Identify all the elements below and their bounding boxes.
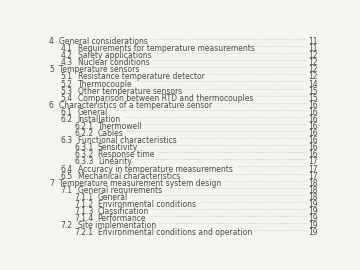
Text: 16: 16 <box>308 122 318 131</box>
Text: Thermocouple: Thermocouple <box>77 80 132 89</box>
Text: Cables: Cables <box>98 129 123 138</box>
Text: 18: 18 <box>308 193 318 202</box>
Text: 19: 19 <box>308 200 318 209</box>
Text: 16: 16 <box>308 101 318 110</box>
Text: 18: 18 <box>308 179 318 188</box>
Text: 7.2: 7.2 <box>60 221 72 230</box>
Text: 19: 19 <box>308 221 318 230</box>
Text: Response time: Response time <box>98 150 154 159</box>
Text: 17: 17 <box>308 157 318 166</box>
Text: 19: 19 <box>308 207 318 216</box>
Text: 15: 15 <box>308 94 318 103</box>
Text: 6.3.2: 6.3.2 <box>75 150 94 159</box>
Text: 16: 16 <box>308 150 318 159</box>
Text: 16: 16 <box>308 143 318 152</box>
Text: Mechanical characteristics: Mechanical characteristics <box>78 172 180 181</box>
Text: General: General <box>77 108 108 117</box>
Text: Site implementation: Site implementation <box>77 221 156 230</box>
Text: 7.1.1: 7.1.1 <box>75 193 94 202</box>
Text: General: General <box>98 193 128 202</box>
Text: Other temperature sensors: Other temperature sensors <box>78 87 182 96</box>
Text: General considerations: General considerations <box>59 37 148 46</box>
Text: 5.3: 5.3 <box>60 87 73 96</box>
Text: Sensitivity: Sensitivity <box>98 143 138 152</box>
Text: 17: 17 <box>308 164 318 174</box>
Text: 6: 6 <box>49 101 54 110</box>
Text: Accuracy in temperature measurements: Accuracy in temperature measurements <box>78 164 233 174</box>
Text: Environmental conditions: Environmental conditions <box>98 200 195 209</box>
Text: Comparison between RTD and thermocouples: Comparison between RTD and thermocouples <box>78 94 253 103</box>
Text: 6.2.1: 6.2.1 <box>75 122 94 131</box>
Text: Temperature sensors: Temperature sensors <box>59 65 139 74</box>
Text: 4.2: 4.2 <box>60 51 72 60</box>
Text: Functional characteristics: Functional characteristics <box>78 136 176 145</box>
Text: 7: 7 <box>49 179 54 188</box>
Text: Performance: Performance <box>98 214 146 223</box>
Text: 7.1.4: 7.1.4 <box>75 214 94 223</box>
Text: 6.4: 6.4 <box>60 164 73 174</box>
Text: 14: 14 <box>308 80 318 89</box>
Text: 4.1: 4.1 <box>60 44 72 53</box>
Text: 17: 17 <box>308 172 318 181</box>
Text: 16: 16 <box>308 115 318 124</box>
Text: 5.1: 5.1 <box>60 72 72 82</box>
Text: 6.2: 6.2 <box>60 115 72 124</box>
Text: 11: 11 <box>308 44 318 53</box>
Text: 4.3: 4.3 <box>60 58 73 67</box>
Text: Classification: Classification <box>98 207 149 216</box>
Text: 5: 5 <box>49 65 54 74</box>
Text: Thermowell: Thermowell <box>98 122 142 131</box>
Text: 6.3.1: 6.3.1 <box>75 143 94 152</box>
Text: 6.3: 6.3 <box>60 136 73 145</box>
Text: Environmental conditions and operation: Environmental conditions and operation <box>98 228 252 237</box>
Text: 18: 18 <box>308 186 318 195</box>
Text: General requirements: General requirements <box>77 186 162 195</box>
Text: Temperature measurement system design: Temperature measurement system design <box>59 179 221 188</box>
Text: 12: 12 <box>308 51 318 60</box>
Text: 7.1.2: 7.1.2 <box>75 200 94 209</box>
Text: 6.1: 6.1 <box>60 108 72 117</box>
Text: 16: 16 <box>308 108 318 117</box>
Text: 7.1.3: 7.1.3 <box>75 207 94 216</box>
Text: 12: 12 <box>308 65 318 74</box>
Text: Nuclear conditions: Nuclear conditions <box>78 58 149 67</box>
Text: 19: 19 <box>308 214 318 223</box>
Text: 16: 16 <box>308 129 318 138</box>
Text: 6.5: 6.5 <box>60 172 73 181</box>
Text: 16: 16 <box>308 136 318 145</box>
Text: Installation: Installation <box>77 115 121 124</box>
Text: 5.2: 5.2 <box>60 80 72 89</box>
Text: 11: 11 <box>308 37 318 46</box>
Text: Safety applications: Safety applications <box>77 51 151 60</box>
Text: Linearity: Linearity <box>98 157 132 166</box>
Text: 15: 15 <box>308 87 318 96</box>
Text: 5.4: 5.4 <box>60 94 73 103</box>
Text: 7.1: 7.1 <box>60 186 72 195</box>
Text: 12: 12 <box>308 72 318 82</box>
Text: 4: 4 <box>49 37 54 46</box>
Text: 7.2.1: 7.2.1 <box>75 228 94 237</box>
Text: 12: 12 <box>308 58 318 67</box>
Text: Requirements for temperature measurements: Requirements for temperature measurement… <box>77 44 255 53</box>
Text: 6.2.2: 6.2.2 <box>75 129 94 138</box>
Text: Resistance temperature detector: Resistance temperature detector <box>77 72 204 82</box>
Text: 19: 19 <box>308 228 318 237</box>
Text: 6.3.3: 6.3.3 <box>75 157 94 166</box>
Text: Characteristics of a temperature sensor: Characteristics of a temperature sensor <box>59 101 212 110</box>
